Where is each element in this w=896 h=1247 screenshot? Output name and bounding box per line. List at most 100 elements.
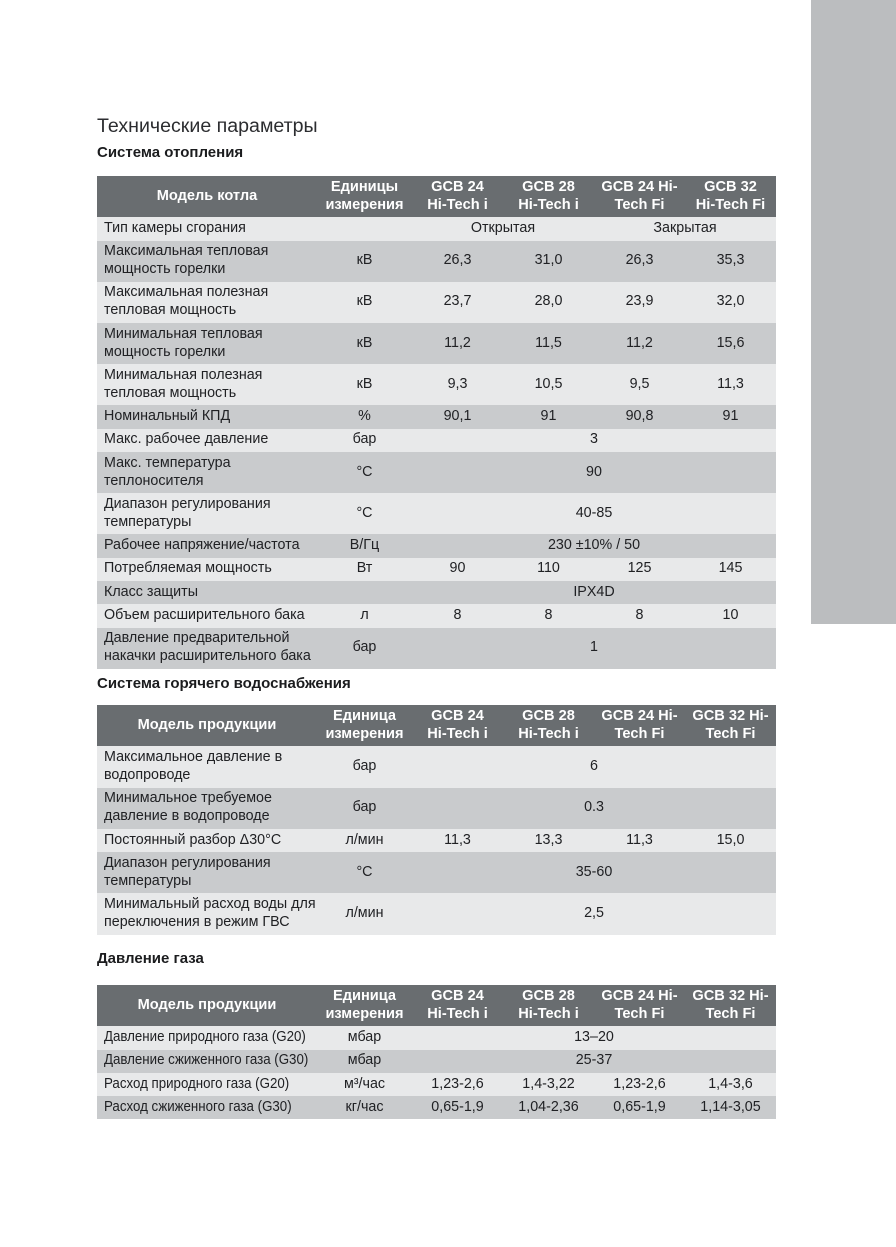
table-row: Максимальная полезная тепловая мощность …: [97, 281, 776, 323]
param-label-cell: Расход природного газа (G20): [97, 1073, 317, 1096]
value-cell: 91: [722, 408, 739, 425]
table-row: Номинальный КПД % 90,1 91 90,8 91: [97, 405, 776, 429]
column-header-model-2: GCB 28 Hi-Tech i: [503, 705, 594, 747]
param-label-cell: Постоянный разбор Δ30°C: [104, 831, 282, 848]
param-label-cell: Максимальное давление в водопроводе: [104, 749, 283, 784]
table-row: Давление сжиженного газа (G30) мбар 25-3…: [97, 1049, 776, 1073]
table-row: Рабочее напряжение/частота В/Гц 230 ±10%…: [97, 534, 776, 558]
column-header-model-3: GCB 24 Hi- Tech Fi: [594, 985, 685, 1027]
table-row: Макс. рабочее давление бар 3: [97, 428, 776, 452]
unit-cell: кВ: [356, 375, 373, 392]
table-row: Минимальный расход воды для переключения…: [97, 893, 776, 935]
table-row: Минимальная полезная тепловая мощность к…: [97, 364, 776, 406]
value-cell: 13,3: [534, 831, 563, 848]
value-cell: 28,0: [534, 293, 563, 310]
value-cell: 1,04-2,36: [518, 1098, 579, 1115]
value-cell-span: Открытая: [470, 219, 536, 236]
param-label-cell: Потребляемая мощность: [104, 560, 272, 577]
value-cell-span: 1: [590, 639, 598, 656]
value-cell: 15,0: [716, 831, 745, 848]
value-cell: 125: [627, 560, 652, 577]
column-header-model-1: GCB 24 Hi-Tech i: [412, 985, 503, 1027]
value-cell-span: 35-60: [575, 863, 613, 880]
column-header-model-4: GCB 32 Hi- Tech Fi: [685, 985, 776, 1027]
column-header-model-1: GCB 24 Hi-Tech i: [412, 705, 503, 747]
value-cell-span: IPX4D: [573, 583, 615, 600]
unit-cell: °С: [356, 463, 373, 480]
value-cell: 1,23-2,6: [613, 1075, 666, 1092]
value-cell: 11,3: [717, 375, 744, 392]
table-row: Потребляемая мощность Вт 90 110 125 145: [97, 557, 776, 581]
param-label-cell: Диапазон регулирования температуры: [104, 854, 271, 889]
table-row: Макс. температура теплоносителя °С 90: [97, 451, 776, 494]
value-cell: 145: [718, 560, 743, 577]
table-header-row: Модель продукции Единица измерения GCB 2…: [97, 705, 776, 747]
param-label-cell: Минимальный расход воды для переключения…: [104, 896, 316, 930]
column-header-model-2: GCB 28 Hi-Tech i: [503, 985, 594, 1027]
value-cell: 90,1: [443, 408, 472, 425]
param-label-cell: Макс. рабочее давление: [104, 431, 269, 448]
param-label-cell: Минимальное требуемое давление в водопро…: [104, 790, 272, 825]
unit-cell: л/мин: [345, 904, 384, 921]
table-row: Давление предварительной накачки расшири…: [97, 627, 776, 669]
page-title: Технические параметры: [97, 115, 318, 138]
value-cell: 0,65-1,9: [613, 1098, 666, 1115]
section-heading-heating: Система отопления: [97, 143, 244, 161]
table-row: Расход сжиженного газа (G30) кг/час 0,65…: [97, 1096, 776, 1120]
param-label: Давление природного газа (G20): [104, 1028, 306, 1045]
value-cell-span: 13–20: [574, 1028, 614, 1045]
value-cell: 10: [722, 606, 739, 623]
value-cell: 0,65-1,9: [431, 1098, 484, 1115]
value-cell: 32,0: [716, 293, 745, 310]
value-cell: 1,4-3,6: [708, 1075, 753, 1092]
unit-cell: В/Гц: [349, 537, 380, 553]
unit-cell: мбар: [347, 1052, 382, 1069]
value-cell: 8: [635, 606, 644, 623]
table-row: Класс защиты IPX4D: [97, 580, 776, 605]
unit-cell: [317, 581, 412, 604]
value-cell: 9,3: [447, 375, 468, 392]
value-cell: 11,3: [626, 831, 653, 848]
param-label-cell: Расход сжиженного газа (G30): [97, 1096, 317, 1119]
table-row: Диапазон регулирования температуры °С 35…: [97, 852, 776, 894]
column-header-units: Единица измерения: [317, 705, 412, 747]
table-row: Давление природного газа (G20) мбар 13–2…: [97, 1026, 776, 1050]
param-label-cell: Минимальная полезная тепловая мощность: [104, 366, 263, 401]
unit-cell: мбар: [347, 1028, 382, 1045]
unit-cell: л: [360, 606, 369, 623]
column-header-model-2: GCB 28 Hi-Tech i: [503, 176, 594, 218]
unit-cell: кг/час: [345, 1098, 384, 1115]
param-label-cell: Рабочее напряжение/частота: [104, 537, 300, 553]
unit-cell: м³/час: [343, 1075, 386, 1092]
value-cell: 11,2: [626, 334, 653, 351]
gas-pressure-table: Модель продукции Единица измерения GCB 2…: [97, 985, 776, 1120]
unit-cell: бар: [352, 799, 377, 816]
column-header-model-3: GCB 24 Hi- Tech Fi: [594, 176, 685, 218]
param-label-cell: Давление природного газа (G20): [97, 1026, 317, 1049]
value-cell: 23,7: [443, 293, 472, 310]
table-header-row: Модель котла Единицы измерения GCB 24 Hi…: [97, 176, 776, 218]
param-label: Расход природного газа (G20): [104, 1075, 290, 1092]
section-heading-gas-pressure: Давление газа: [97, 949, 204, 967]
value-cell: 11,3: [444, 831, 471, 848]
value-cell: 11,5: [535, 334, 562, 351]
param-label-cell: Тип камеры сгорания: [104, 219, 246, 236]
value-cell: 110: [537, 560, 560, 577]
unit-cell: бар: [352, 758, 377, 775]
unit-cell: л/мин: [345, 831, 384, 848]
value-cell: 10,5: [534, 375, 563, 392]
unit-cell: °С: [356, 863, 373, 880]
value-cell: 31,0: [534, 252, 563, 269]
param-label-cell: Максимальная полезная тепловая мощность: [104, 284, 269, 319]
unit-cell: °С: [356, 504, 373, 521]
sidebar-decoration: [811, 0, 896, 624]
value-cell: 8: [544, 606, 553, 623]
value-cell-span: 0.3: [584, 799, 604, 816]
value-cell-span: 25-37: [575, 1052, 613, 1069]
value-cell: 1,23-2,6: [431, 1075, 484, 1092]
unit-cell: Вт: [356, 560, 373, 577]
column-header-model: Модель продукции: [97, 705, 317, 747]
param-label-cell: Диапазон регулирования температуры: [104, 495, 271, 530]
value-cell: 90: [449, 560, 466, 577]
